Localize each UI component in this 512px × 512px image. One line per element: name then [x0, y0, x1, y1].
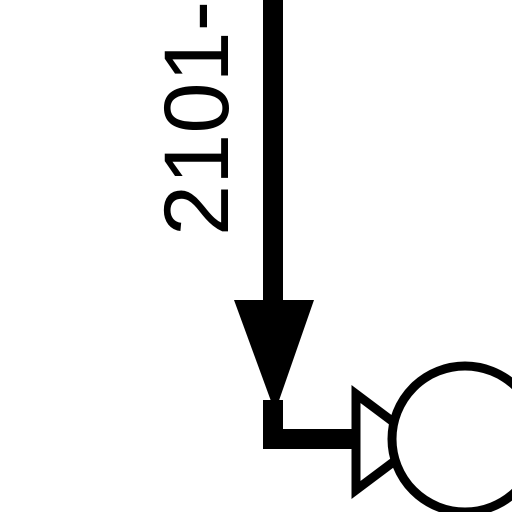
pump-body-circle	[387, 361, 512, 512]
pump-symbol	[351, 361, 512, 512]
line-label: 2101-	[146, 1, 248, 236]
flow-arrowhead	[234, 300, 314, 412]
